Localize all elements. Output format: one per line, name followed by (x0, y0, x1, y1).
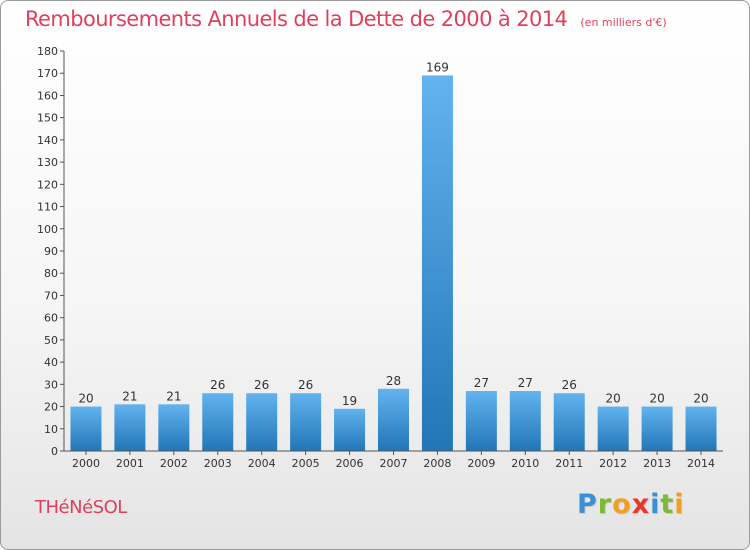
y-tick-label: 140 (37, 134, 58, 147)
y-axis: 0 10 20 30 40 50 60 70 80 90 100 110 120 130 140 150 160… (37, 45, 65, 458)
brand-logo-letter: i (674, 489, 685, 520)
x-tick-label: 2002 (160, 457, 188, 470)
bar-2008 (421, 75, 453, 451)
y-tick-label: 120 (37, 178, 58, 191)
bar-2010 (509, 391, 541, 451)
bar-2004 (246, 393, 278, 451)
x-tick-label: 2013 (643, 457, 671, 470)
brand-logo-letter: x (631, 489, 651, 520)
x-tick-label: 2014 (687, 457, 715, 470)
y-tick-label: 110 (37, 201, 58, 214)
data-label: 26 (298, 378, 313, 392)
y-tick-label: 180 (37, 45, 58, 58)
bar-2013 (641, 406, 673, 451)
x-tick-label: 2005 (292, 457, 320, 470)
title-row: Remboursements Annuels de la Dette de 20… (25, 7, 667, 31)
y-tick-label: 150 (37, 112, 58, 125)
bars: 20 21 21 26 26 26 19 28 169 27 27 26 20 20 20 (70, 60, 717, 451)
y-tick-label: 0 (51, 445, 58, 458)
data-label: 21 (122, 389, 137, 403)
data-label: 20 (78, 392, 93, 406)
place-name: THéNéSOL (35, 497, 127, 518)
bar-2007 (378, 388, 409, 451)
data-label: 28 (386, 374, 401, 388)
bar-2009 (465, 391, 497, 451)
data-label: 27 (518, 376, 533, 390)
data-label: 21 (166, 389, 181, 403)
bar-2012 (597, 406, 629, 451)
y-tick-label: 30 (44, 378, 58, 391)
bar-2005 (290, 393, 322, 451)
x-tick-label: 2009 (467, 457, 495, 470)
data-label: 26 (210, 378, 225, 392)
brand-logo-letter: t (660, 489, 675, 520)
data-label: 20 (649, 392, 664, 406)
y-tick-label: 100 (37, 223, 58, 236)
y-tick-label: 10 (44, 423, 58, 436)
y-tick-label: 170 (37, 67, 58, 80)
y-tick-label: 90 (44, 245, 58, 258)
y-tick-label: 20 (44, 401, 58, 414)
brand-logo-letter: P (577, 489, 598, 520)
chart-subtitle: (en milliers d'€) (580, 16, 667, 29)
brand-logo-letter: o (612, 489, 632, 520)
brand-logo-letter: i (650, 489, 661, 520)
x-axis: 2000 2001 2002 2003 2004 2005 2006 2007 2008 2009… (64, 450, 723, 470)
chart-title: Remboursements Annuels de la Dette de 20… (25, 7, 568, 31)
bar-2011 (553, 393, 585, 451)
y-tick-label: 130 (37, 156, 58, 169)
data-label: 26 (254, 378, 269, 392)
y-tick-label: 160 (37, 89, 58, 102)
bar-2002 (158, 404, 190, 451)
y-tick-label: 40 (44, 356, 58, 369)
data-label: 26 (562, 378, 577, 392)
data-label: 19 (342, 394, 357, 408)
brand-logo-letter: r (597, 489, 613, 520)
x-tick-label: 2010 (511, 457, 539, 470)
x-tick-label: 2008 (423, 457, 451, 470)
x-tick-label: 2003 (204, 457, 232, 470)
x-tick-label: 2012 (599, 457, 627, 470)
x-tick-label: 2006 (336, 457, 364, 470)
brand-logo: Proxiti (577, 489, 685, 520)
y-tick-label: 50 (44, 334, 58, 347)
x-tick-label: 2000 (72, 457, 100, 470)
data-label: 27 (474, 376, 489, 390)
bar-2001 (114, 404, 146, 451)
x-tick-label: 2011 (555, 457, 583, 470)
data-label: 169 (426, 60, 449, 74)
data-label: 20 (606, 392, 621, 406)
data-label: 20 (693, 392, 708, 406)
bar-2003 (202, 393, 234, 451)
bar-2006 (334, 408, 366, 451)
y-tick-label: 80 (44, 267, 58, 280)
y-tick-label: 70 (44, 289, 58, 302)
x-tick-label: 2004 (248, 457, 276, 470)
x-tick-label: 2001 (116, 457, 144, 470)
x-tick-label: 2007 (380, 457, 408, 470)
bar-2014 (685, 406, 717, 451)
y-tick-label: 60 (44, 312, 58, 325)
bar-2000 (70, 406, 102, 451)
